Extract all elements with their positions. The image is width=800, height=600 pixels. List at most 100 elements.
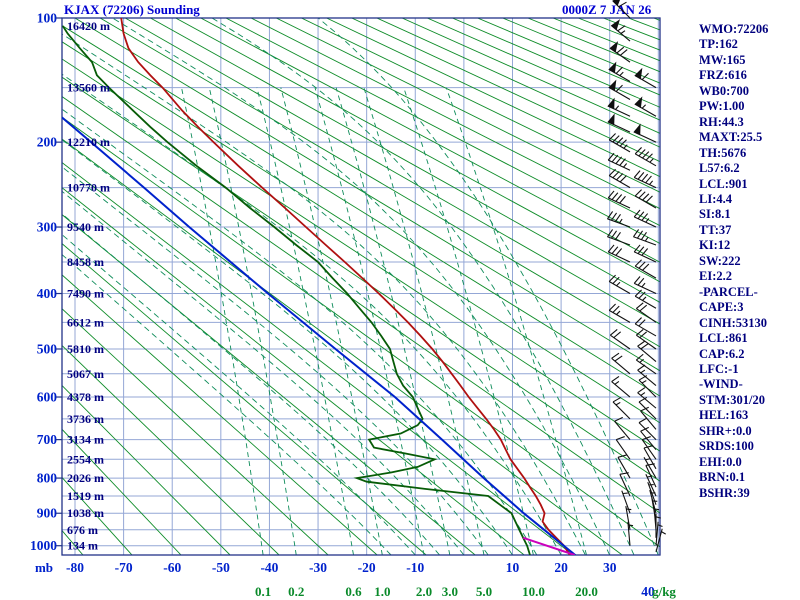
barb-full (619, 49, 628, 56)
barb-staff (633, 236, 657, 246)
temperature-label: -30 (309, 560, 327, 575)
wind-barb (633, 170, 657, 189)
wind-barb (637, 364, 657, 387)
mixing-ratio-line (208, 87, 297, 555)
index-line: EHI:0.0 (699, 454, 742, 469)
barb-full (615, 194, 623, 202)
wind-barb (640, 406, 657, 430)
barb-full (636, 230, 644, 239)
dry-adiabat-line (200, 18, 660, 263)
temperature-label: -70 (115, 560, 133, 575)
mixing-ratio-line (403, 87, 534, 555)
barb-staff (612, 401, 631, 420)
barb-staff (634, 265, 657, 279)
dry-adiabat-line (62, 187, 525, 555)
barb-staff (634, 323, 657, 337)
barb-flag (634, 67, 643, 80)
wind-barb (633, 209, 657, 228)
height-label: 4378 m (67, 390, 104, 404)
dry-adiabat-line (175, 18, 660, 283)
barb-full (635, 353, 644, 361)
barb-staff (638, 422, 657, 441)
temperature-label: -80 (66, 560, 84, 575)
wind-barb (608, 274, 631, 294)
barb-full (634, 289, 642, 297)
moist-adiabat-line (62, 73, 562, 555)
wind-barb (612, 396, 631, 420)
barb-full (640, 426, 649, 432)
dry-adiabat-line (376, 18, 660, 148)
dry-adiabat-line (62, 58, 660, 452)
barb-staff (638, 379, 657, 398)
height-label: 2026 m (67, 471, 104, 485)
dry-adiabat-line (351, 18, 660, 163)
barb-full (615, 84, 623, 92)
barb-full (611, 192, 619, 200)
index-line: MAXT:25.5 (699, 130, 763, 145)
barb-staff (655, 521, 659, 546)
barb-flag (633, 123, 641, 136)
index-line: TH:5676 (699, 145, 747, 160)
index-line: MW:165 (699, 52, 746, 67)
wind-barb (634, 96, 657, 117)
barb-full (614, 416, 623, 422)
barb-half (640, 392, 646, 396)
index-line: LI:4.4 (699, 191, 732, 206)
moist-adiabat-line (62, 139, 513, 555)
wind-barb (627, 521, 634, 546)
barb-staff (640, 430, 657, 450)
barb-staff (655, 528, 663, 553)
index-line: L57:6.2 (699, 161, 740, 176)
dry-adiabat-line (301, 18, 660, 193)
indices-panel: WMO:72206 TP:162 MW:165 FRZ:616 WB0:700 PW:1.… (699, 22, 768, 501)
index-line: LCL:901 (699, 176, 748, 191)
wind-barb (637, 387, 657, 409)
barb-staff (634, 295, 657, 309)
barb-full (637, 172, 645, 180)
wind-barb (634, 67, 657, 89)
dry-adiabat-line (74, 18, 660, 372)
barb-staff (614, 420, 631, 440)
mixing-unit-label: g/kg (652, 584, 676, 599)
temperature-label: 10 (506, 560, 520, 575)
barb-staff (636, 334, 657, 350)
barb-staff (627, 521, 631, 546)
barb-flag (612, 0, 620, 7)
barb-full (641, 72, 649, 81)
barb-full (638, 191, 646, 199)
height-label: 6612 m (67, 315, 104, 329)
wind-barb (640, 426, 657, 450)
sounding-datetime: 0000Z 7 JAN 26 (562, 2, 652, 17)
wind-barb (634, 259, 657, 279)
barb-flag (607, 97, 615, 110)
barb-full (612, 305, 620, 313)
barb-full (633, 209, 641, 218)
barb-full (607, 244, 615, 253)
barb-full (638, 396, 648, 403)
barb-full (614, 231, 621, 240)
barb-staff (607, 218, 631, 228)
barb-staff (640, 410, 657, 430)
barb-full (640, 343, 649, 350)
dry-adiabat-line (62, 274, 378, 555)
pressure-label: 300 (37, 220, 58, 235)
wind-barb (643, 457, 657, 479)
height-label: 5067 m (67, 367, 104, 381)
index-line: FRZ:616 (699, 68, 747, 83)
pressure-label: 400 (37, 286, 58, 301)
wind-barb (606, 229, 631, 246)
temperature-label: -10 (406, 560, 424, 575)
barb-staff (608, 175, 631, 189)
barb-full (606, 229, 614, 238)
barb-half (616, 281, 621, 287)
barb-staff (641, 439, 657, 460)
barb-full (633, 244, 641, 253)
barb-staff (637, 345, 657, 363)
index-line: BSHR:39 (699, 485, 750, 500)
barb-full (616, 436, 625, 441)
barb-full (637, 246, 645, 254)
index-line: -WIND- (699, 377, 743, 392)
barb-half (654, 508, 660, 511)
barb-full (614, 214, 621, 223)
barb-staff (636, 359, 657, 375)
